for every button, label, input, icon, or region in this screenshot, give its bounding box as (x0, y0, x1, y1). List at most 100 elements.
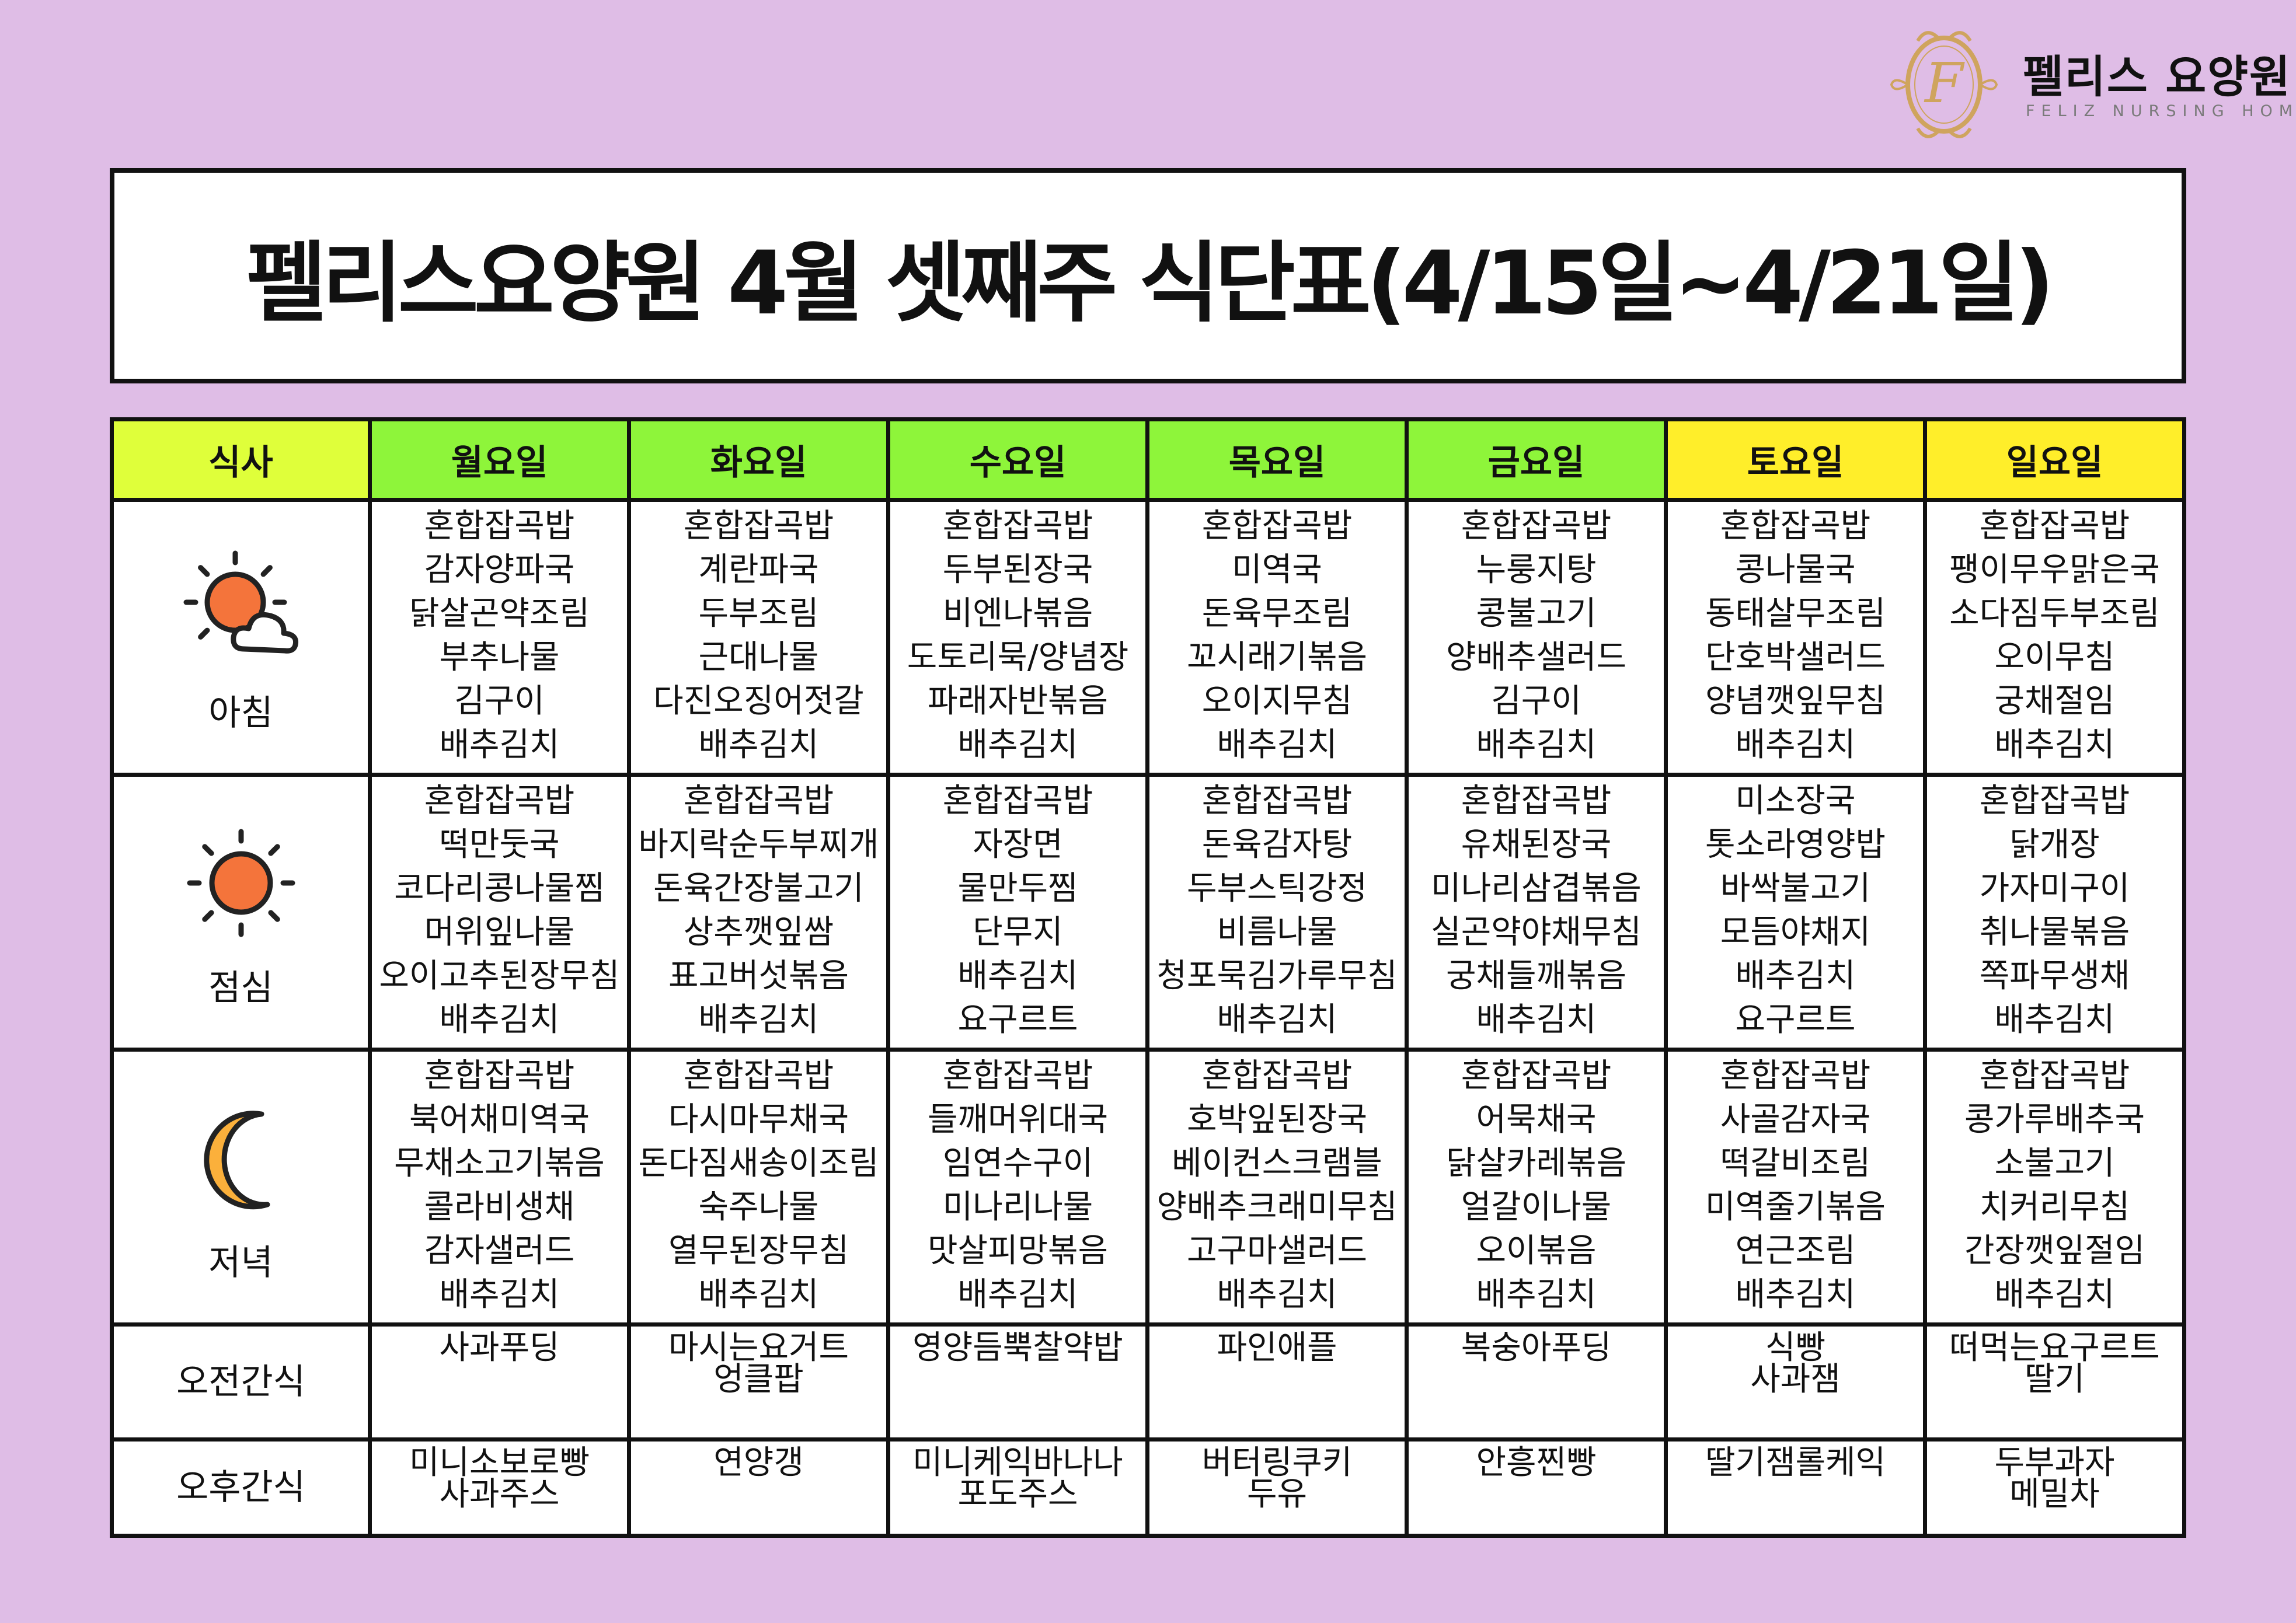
meal-label: 점심 (208, 968, 273, 1008)
menu-item: 혼합잡곡밥 (942, 1057, 1093, 1095)
dinner-friday-cell: 혼합잡곡밥 어묵채국 닭살카레볶음 얼갈이나물 오이볶음 배추김치 (1405, 1048, 1668, 1327)
menu-item: 미니소보로빵 (409, 1444, 590, 1482)
afternoon-snack-tuesday-cell: 연양갱 (627, 1437, 890, 1538)
logo-name-korean: 펠리스 요양원 (2023, 51, 2291, 103)
menu-item: 사골감자국 (1720, 1101, 1871, 1139)
morning-snack-friday-cell: 복숭아푸딩 (1405, 1322, 1668, 1441)
page-title: 펠리스요양원 4월 셋째주 식단표(4/15일~4/21일) (246, 233, 2055, 334)
menu-item: 배추김치 (1217, 726, 1337, 764)
menu-item: 버터링쿠키 (1201, 1444, 1353, 1482)
header-row: 식사 월요일 화요일 수요일 목요일 금요일 토요일 일요일 (110, 417, 2186, 502)
menu-item: 양배추샐러드 (1445, 638, 1627, 676)
menu-item: 꼬시래기볶음 (1186, 638, 1368, 676)
menu-table: 식사 월요일 화요일 수요일 목요일 금요일 토요일 일요일 아침 혼합잡곡밥 감자… (110, 417, 2186, 1538)
menu-item: 돈육간장불고기 (653, 870, 864, 908)
dinner-sunday-cell: 혼합잡곡밥 콩가루배추국 소불고기 치커리무침 간장깻잎절임 배추김치 (1923, 1048, 2186, 1327)
lunch-wednesday-cell: 혼합잡곡밥 자장면 물만두찜 단무지 배추김치 요구르트 (886, 773, 1149, 1052)
menu-item: 모듬야채지 (1720, 913, 1871, 951)
breakfast-thursday-cell: 혼합잡곡밥 미역국 돈육무조림 꼬시래기볶음 오이지무침 배추김치 (1145, 498, 1409, 777)
morning-snack-wednesday-cell: 영양듬뿍찰약밥 (886, 1322, 1149, 1441)
menu-item: 배추김치 (1994, 1001, 2115, 1039)
menu-item: 배추김치 (1476, 1276, 1597, 1314)
menu-item: 실곤약야채무침 (1431, 913, 1642, 951)
menu-item: 떠먹는요구르트 (1949, 1329, 2160, 1367)
menu-item: 혼합잡곡밥 (1979, 782, 2130, 820)
breakfast-friday-cell: 혼합잡곡밥 누룽지탕 콩불고기 양배추샐러드 김구이 배추김치 (1405, 498, 1668, 777)
menu-item: 혼합잡곡밥 (1461, 1057, 1612, 1095)
menu-item: 양배추크래미무침 (1156, 1188, 1398, 1226)
menu-item: 혼합잡곡밥 (683, 782, 834, 820)
menu-item: 소다짐두부조림 (1949, 595, 2160, 633)
menu-item: 상추깻잎쌈 (683, 913, 834, 951)
menu-item: 부추나물 (439, 638, 560, 676)
menu-item: 치커리무침 (1979, 1188, 2130, 1226)
morning-snack-sunday-cell: 떠먹는요구르트 딸기 (1923, 1322, 2186, 1441)
menu-item: 배추김치 (957, 726, 1078, 764)
menu-item: 미나리삼겹볶음 (1431, 870, 1642, 908)
dinner-row: 저녁 혼합잡곡밥 북어채미역국 무채소고기볶음 콜라비생채 감자샐러드 배추김치 혼합잡곡밥 다… (110, 1048, 2186, 1327)
menu-item: 숙주나물 (698, 1188, 819, 1226)
header-sunday: 일요일 (1923, 417, 2186, 502)
morning-snack-monday-cell: 사과푸딩 (368, 1322, 631, 1441)
header-meal: 식사 (110, 417, 372, 502)
menu-item: 배추김치 (957, 1276, 1078, 1314)
breakfast-monday-cell: 혼합잡곡밥 감자양파국 닭살곤약조림 부추나물 김구이 배추김치 (368, 498, 631, 777)
menu-item: 닭살곤약조림 (409, 595, 590, 633)
breakfast-sunday-cell: 혼합잡곡밥 팽이무우맑은국 소다짐두부조림 오이무침 궁채절임 배추김치 (1923, 498, 2186, 777)
sun-cloud-icon (183, 550, 298, 654)
menu-item: 메밀차 (2009, 1475, 2100, 1513)
morning-snack-label-cell: 오전간식 (110, 1322, 372, 1441)
menu-item: 요구르트 (1735, 1001, 1856, 1039)
menu-item: 다진오징어젓갈 (653, 682, 864, 720)
menu-item: 닭살카레볶음 (1445, 1144, 1627, 1182)
feliz-logo-emblem-icon: F (1890, 31, 1998, 138)
lunch-row: 점심 혼합잡곡밥 떡만둣국 코다리콩나물찜 머위잎나물 오이고추된장무침 배추김치 혼합잡곡밥… (110, 773, 2186, 1052)
menu-item: 배추김치 (1217, 1001, 1337, 1039)
menu-item: 혼합잡곡밥 (1979, 1057, 2130, 1095)
afternoon-snack-sunday-cell: 두부과자 메밀차 (1923, 1437, 2186, 1538)
menu-item: 고구마샐러드 (1186, 1232, 1368, 1270)
menu-item: 열무된장무침 (668, 1232, 849, 1270)
menu-item: 연양갱 (713, 1444, 804, 1482)
menu-item: 사과주스 (439, 1475, 560, 1513)
menu-item: 팽이무우맑은국 (1949, 551, 2160, 589)
menu-item: 감자샐러드 (424, 1232, 575, 1270)
menu-item: 오이볶음 (1476, 1232, 1597, 1270)
menu-item: 두부스틱강정 (1186, 870, 1368, 908)
menu-item: 안흥찐빵 (1476, 1444, 1597, 1482)
menu-item: 배추김치 (1735, 726, 1856, 764)
dinner-tuesday-cell: 혼합잡곡밥 다시마무채국 돈다짐새송이조림 숙주나물 열무된장무침 배추김치 (627, 1048, 890, 1327)
menu-item: 식빵 (1765, 1329, 1826, 1367)
menu-item: 배추김치 (1994, 1276, 2115, 1314)
header-tuesday: 화요일 (627, 417, 890, 502)
menu-item: 파인애플 (1217, 1329, 1337, 1367)
menu-item: 배추김치 (1476, 1001, 1597, 1039)
lunch-label-cell: 점심 (110, 773, 372, 1052)
meal-label: 저녁 (208, 1242, 273, 1283)
menu-item: 혼합잡곡밥 (1720, 1057, 1871, 1095)
menu-item: 어묵채국 (1476, 1101, 1597, 1139)
menu-item: 혼합잡곡밥 (1201, 782, 1353, 820)
menu-item: 단호박샐러드 (1705, 638, 1886, 676)
menu-item: 오이고추된장무침 (379, 957, 620, 995)
menu-item: 톳소라영양밥 (1705, 826, 1886, 864)
menu-item: 머위잎나물 (424, 913, 575, 951)
menu-item: 혼합잡곡밥 (683, 507, 834, 545)
menu-item: 베이컨스크램블 (1172, 1144, 1382, 1182)
afternoon-snack-monday-cell: 미니소보로빵 사과주스 (368, 1437, 631, 1538)
afternoon-snack-label-cell: 오후간식 (110, 1437, 372, 1538)
menu-item: 궁채절임 (1994, 682, 2115, 720)
menu-item: 혼합잡곡밥 (424, 782, 575, 820)
menu-item: 간장깻잎절임 (1964, 1232, 2145, 1270)
logo: F 펠리스 요양원 FELIZ NURSING HOME (1883, 23, 2296, 146)
menu-item: 딸기잼롤케익 (1705, 1444, 1886, 1482)
menu-item: 떡갈비조림 (1720, 1144, 1871, 1182)
menu-item: 두부조림 (698, 595, 819, 633)
menu-item: 단무지 (973, 913, 1063, 951)
lunch-sunday-cell: 혼합잡곡밥 닭개장 가자미구이 취나물볶음 쪽파무생채 배추김치 (1923, 773, 2186, 1052)
header-friday: 금요일 (1405, 417, 1668, 502)
menu-item: 배추김치 (1735, 1276, 1856, 1314)
title-box: 펠리스요양원 4월 셋째주 식단표(4/15일~4/21일) (110, 168, 2186, 383)
menu-item: 요구르트 (957, 1001, 1078, 1039)
menu-item: 미역줄기볶음 (1705, 1188, 1886, 1226)
